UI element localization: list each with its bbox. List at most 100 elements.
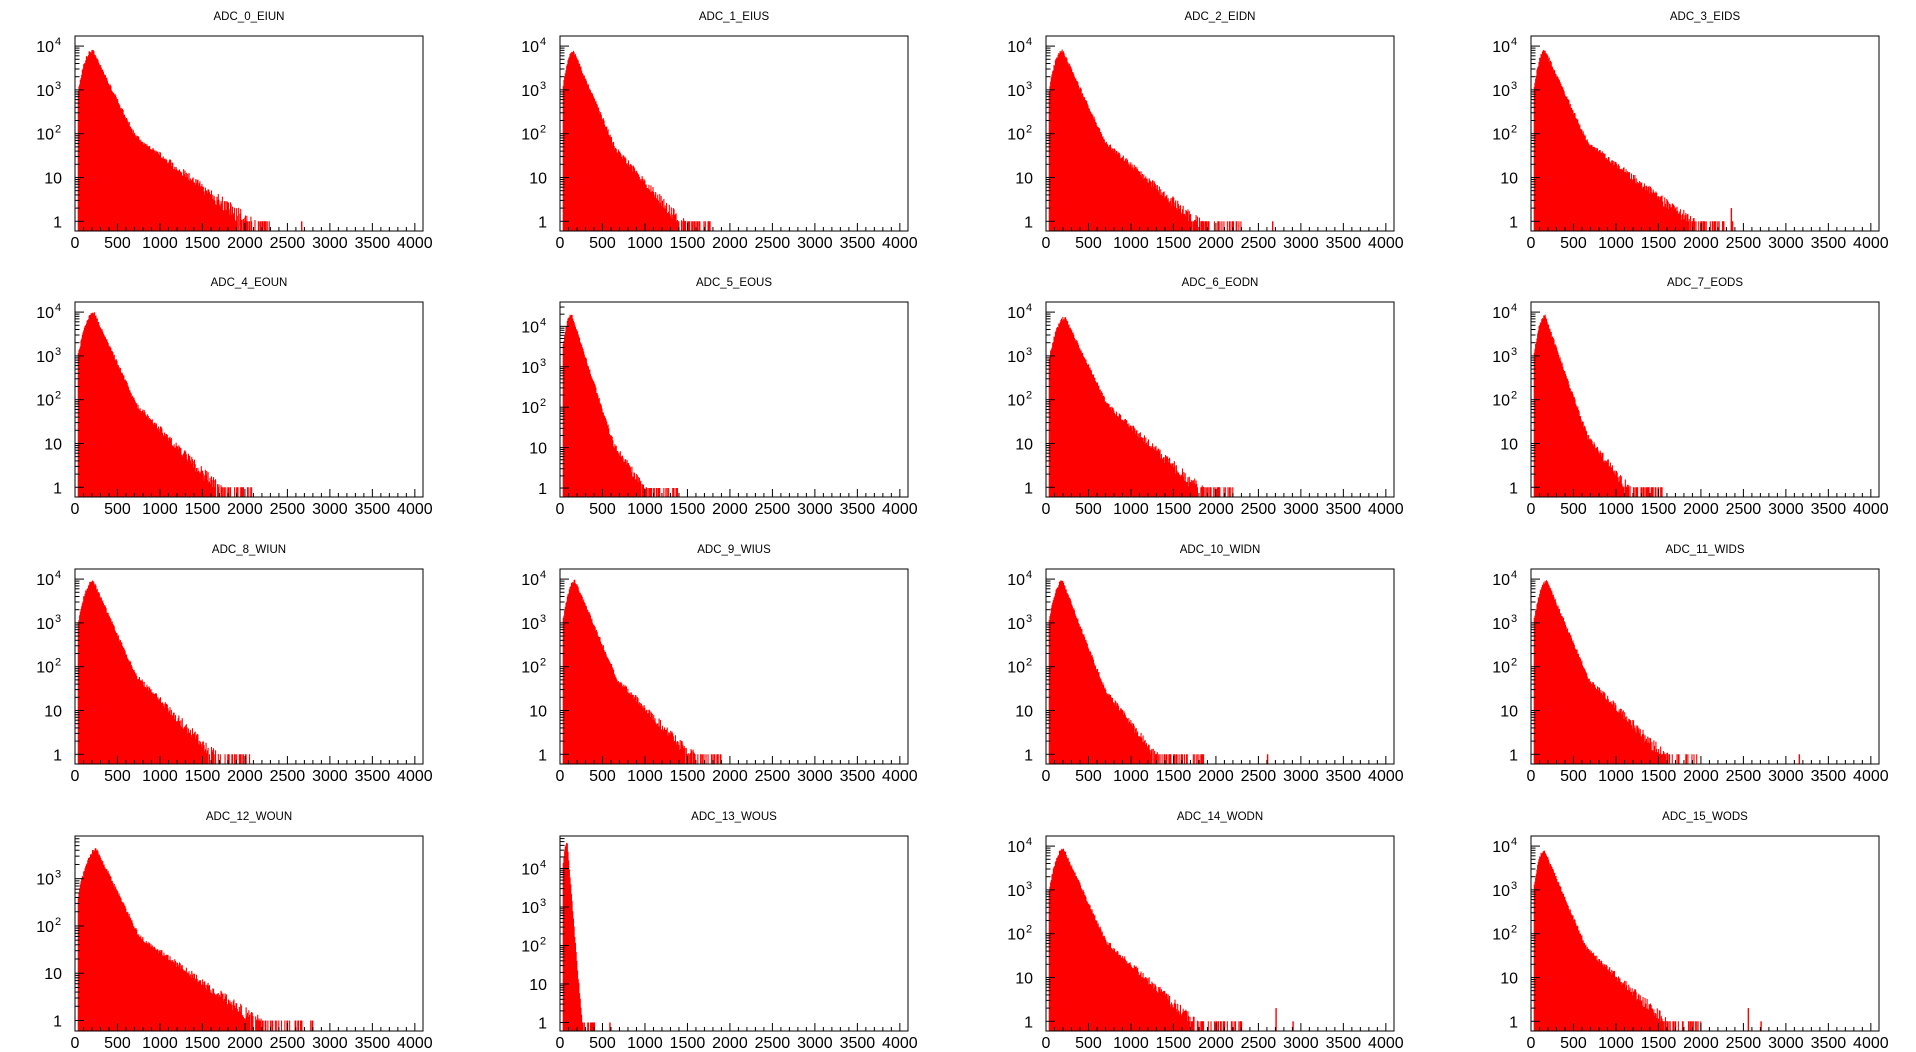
histogram-bar xyxy=(185,451,187,497)
histogram-bar xyxy=(171,162,173,231)
histogram-bar xyxy=(138,136,140,231)
histogram-bar xyxy=(581,1014,583,1031)
histogram-bar xyxy=(1101,133,1103,231)
histogram-bar xyxy=(1576,925,1578,1031)
y-tick-exponent: 4 xyxy=(1511,569,1517,581)
histogram-bar xyxy=(1555,74,1557,232)
histogram-bar xyxy=(1673,206,1675,231)
histogram-bar xyxy=(1647,1008,1649,1031)
histogram-bar xyxy=(1087,903,1089,1031)
histogram-bar xyxy=(1134,732,1136,764)
histogram-bar xyxy=(1692,1021,1694,1031)
y-tick-exponent: 3 xyxy=(55,346,61,358)
histogram-bar xyxy=(615,147,617,231)
histogram-bar xyxy=(644,184,647,231)
histogram-bar xyxy=(1566,903,1568,1031)
histogram-bar xyxy=(1187,477,1189,497)
histogram-bar xyxy=(83,871,85,1031)
y-tick-exponent: 3 xyxy=(540,357,546,369)
histogram-bar xyxy=(1596,447,1598,497)
histogram-bar xyxy=(595,631,597,764)
histogram-bar xyxy=(104,868,107,1031)
histogram-bar xyxy=(94,850,96,1031)
histogram-bar xyxy=(1083,634,1085,764)
histogram-bar xyxy=(270,1020,272,1031)
histogram-bar xyxy=(1604,462,1606,497)
histogram-bar xyxy=(1588,435,1590,497)
histogram-bar xyxy=(1114,700,1116,764)
histogram-bar xyxy=(662,207,664,231)
histogram-bar xyxy=(689,754,691,764)
histogram-bar xyxy=(1158,191,1160,231)
histogram-bar xyxy=(1143,435,1145,497)
histogram-bar xyxy=(1099,676,1101,764)
histogram-bar xyxy=(1616,977,1618,1031)
histogram-bar xyxy=(1580,419,1582,497)
histogram-bar xyxy=(1588,143,1590,231)
histogram-bar xyxy=(149,145,151,231)
histogram-bar xyxy=(598,637,600,764)
histogram-bar xyxy=(1547,582,1549,764)
histogram-bar xyxy=(1147,744,1150,764)
histogram-bar xyxy=(1565,626,1567,764)
histogram-bar xyxy=(1166,994,1168,1031)
histogram-bar xyxy=(129,390,131,497)
histogram-bar xyxy=(1058,323,1060,497)
histogram-bar xyxy=(676,741,679,764)
histogram-bar xyxy=(1587,439,1589,497)
histogram-bar xyxy=(125,654,128,764)
histogram-bar xyxy=(587,1022,589,1031)
histogram-bar xyxy=(636,696,638,764)
histogram-bar xyxy=(1654,193,1656,231)
histogram-bar xyxy=(1605,158,1607,231)
histogram-bar xyxy=(1556,881,1558,1031)
histogram-bar xyxy=(1084,640,1086,764)
histogram-bar xyxy=(1666,1021,1669,1031)
histogram-bar xyxy=(1167,458,1169,497)
histogram-bar xyxy=(1577,119,1579,231)
histogram-bar xyxy=(1056,857,1058,1031)
histogram-bar xyxy=(1642,487,1644,497)
histogram-bar xyxy=(155,150,157,231)
histogram-bar xyxy=(1581,421,1584,497)
histogram-bar xyxy=(632,694,634,764)
histogram-bar xyxy=(80,881,82,1031)
histogram-bar xyxy=(139,141,141,231)
histogram-bar xyxy=(1578,411,1580,497)
histogram-bar xyxy=(1094,381,1097,497)
histogram-bar xyxy=(1190,213,1192,231)
histogram-bar xyxy=(1582,940,1584,1031)
histogram-bar xyxy=(207,189,209,231)
x-tick-label: 500 xyxy=(1075,768,1102,785)
histogram-bar xyxy=(1661,195,1663,231)
x-axis: 0 500 1000 1500 2000 2500 3000 3500 4000 xyxy=(1527,489,1889,518)
histogram-bar xyxy=(1592,682,1594,764)
histogram-bar xyxy=(1537,602,1539,764)
histogram-bar xyxy=(673,209,675,231)
histogram-bar xyxy=(229,209,231,231)
histogram-bar xyxy=(1602,963,1604,1031)
histogram-bar xyxy=(135,403,137,497)
histogram-bar xyxy=(224,754,226,764)
histogram-bar xyxy=(693,753,695,764)
histogram-bar xyxy=(1089,651,1091,764)
histogram-bar xyxy=(1554,599,1556,764)
histogram-bar xyxy=(1658,753,1660,764)
histogram-bar xyxy=(1169,463,1171,497)
histogram-bar xyxy=(199,744,201,764)
histogram-bar xyxy=(170,166,172,231)
histogram-bar xyxy=(1181,1013,1183,1031)
histogram-bar xyxy=(1604,153,1606,231)
histogram-bar xyxy=(691,750,693,764)
histogram-bar xyxy=(83,596,85,764)
histogram-bar xyxy=(228,754,230,764)
histogram-bar xyxy=(564,606,566,764)
histogram-bar xyxy=(1550,863,1552,1031)
x-tick-label: 0 xyxy=(1527,235,1536,252)
histogram-bar xyxy=(198,185,200,231)
histogram-bar xyxy=(576,58,578,231)
histogram-bar xyxy=(161,157,163,231)
histogram-bar xyxy=(96,58,98,231)
